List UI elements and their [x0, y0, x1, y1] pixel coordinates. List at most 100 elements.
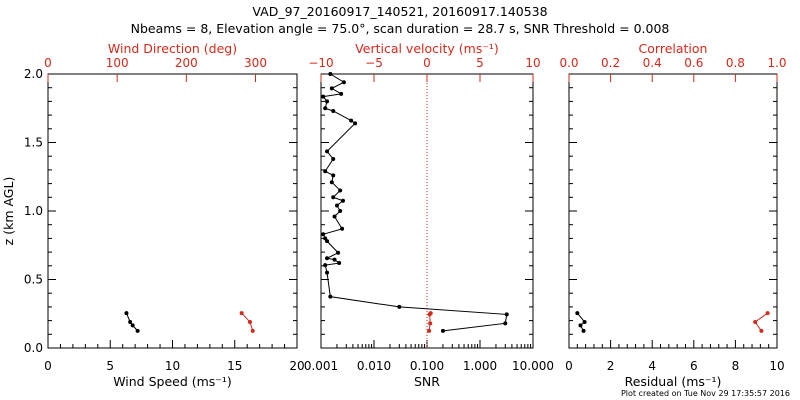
middle-series-0-point	[331, 195, 336, 200]
x-tick-label-bottom: 15	[227, 359, 242, 373]
middle-series-0-point	[338, 209, 343, 213]
middle-series-0-point	[329, 86, 334, 91]
y-tick-label: 1.0	[24, 204, 43, 218]
x-tick-label-top: −5	[365, 56, 383, 70]
middle-series-0-point	[340, 226, 345, 231]
x-tick-label-bottom: 0.100	[410, 359, 444, 373]
x-tick-label-bottom: 0.001	[304, 359, 338, 373]
left-series-0-point	[130, 323, 135, 328]
middle-series-0-point	[325, 256, 330, 261]
left-panel: 0.0 0.5 1.0 1.5 2.0 z (km AGL) 0 5 10 15 20 Wind Sp…	[1, 41, 305, 389]
middle-series-0-point	[325, 270, 330, 275]
x-tick-label-bottom: 6	[690, 359, 698, 373]
figure-title: VAD_97_20160917_140521, 20160917.140538	[252, 4, 547, 19]
middle-series-0-point	[329, 180, 334, 185]
plot-frame	[47, 73, 298, 349]
plot-frame	[568, 73, 778, 349]
x-tick-label-top: 0.4	[643, 56, 662, 70]
middle-series-0-point	[349, 118, 354, 123]
middle-series-0-point	[332, 257, 337, 262]
middle-series-1-point	[428, 311, 433, 316]
x-tick-label-top: 0.6	[684, 56, 703, 70]
right-series-0-line	[576, 312, 586, 332]
x-axis-label-top: Wind Direction (deg)	[108, 41, 237, 56]
x-axis-label-top: Correlation	[639, 41, 708, 56]
x-axis-label-bottom: SNR	[414, 374, 440, 389]
left-series-0-line	[125, 312, 139, 332]
middle-series-0-point	[397, 304, 402, 309]
x-tick-label-bottom: 0	[565, 359, 573, 373]
middle-series-0-point	[328, 294, 333, 299]
middle-series-0-point	[440, 328, 445, 333]
middle-series-0-point	[332, 214, 337, 219]
x-tick-label-top: 0.0	[559, 56, 578, 70]
middle-panel: 0.001 0.010 0.100 1.000 10.000 SNR −10 −5 0 5 10 Ve…	[304, 41, 554, 389]
plot-created-note: Plot created on Tue Nov 29 17:35:57 2016	[621, 389, 790, 398]
middle-series-0-point	[331, 156, 336, 161]
x-tick-label-bottom: 20	[289, 359, 304, 373]
middle-series-1-point	[428, 321, 433, 326]
left-series-1-point	[250, 328, 255, 333]
middle-series-0-point	[341, 80, 346, 85]
x-tick-label-top: 0	[423, 56, 431, 70]
x-axis-label-top: Vertical velocity (ms⁻¹)	[355, 41, 499, 56]
x-tick-label-bottom: 10	[769, 359, 784, 373]
x-tick-label-top: 200	[175, 56, 198, 70]
x-tick-label-top: 10	[525, 56, 540, 70]
middle-series-0-point	[325, 99, 330, 104]
x-tick-label-bottom: 5	[106, 359, 114, 373]
x-tick-label-bottom: 4	[648, 359, 656, 373]
x-tick-label-top: 300	[244, 56, 267, 70]
y-tick-label: 0.0	[24, 341, 43, 355]
middle-series-0-point	[340, 198, 345, 203]
middle-series-0-line	[322, 73, 508, 332]
middle-series-0-point	[328, 72, 333, 76]
right-series-1-point	[753, 319, 758, 324]
x-tick-label-bottom: 8	[732, 359, 740, 373]
middle-series-0-point	[323, 236, 328, 241]
middle-series-0-point	[353, 121, 358, 126]
middle-series-0-point	[337, 261, 342, 266]
left-series-0-point	[128, 319, 133, 324]
middle-series-0-point	[321, 232, 326, 237]
left-series-1-point	[239, 311, 244, 316]
x-tick-label-top: 0.8	[726, 56, 745, 70]
middle-series-0-point	[503, 321, 508, 326]
x-tick-label-top: 0	[44, 56, 52, 70]
x-axis-label-bottom: Residual (ms⁻¹)	[625, 374, 722, 389]
figure-subtitle: Nbeams = 8, Elevation angle = 75.0°, sca…	[131, 21, 670, 36]
middle-series-0-point	[323, 106, 328, 111]
x-tick-label-top: 100	[106, 56, 129, 70]
middle-series-0-point	[323, 263, 328, 268]
x-tick-label-bottom: 10.000	[512, 359, 554, 373]
middle-series-0-point	[339, 91, 344, 96]
right-series-0-point	[578, 323, 583, 328]
y-tick-label: 1.5	[24, 136, 43, 150]
right-series-0-point	[575, 311, 580, 316]
y-tick-label: 0.5	[24, 273, 43, 287]
x-axis-label-bottom: Wind Speed (ms⁻¹)	[113, 374, 232, 389]
middle-series-0-point	[338, 188, 343, 193]
middle-series-0-point	[323, 169, 328, 174]
x-tick-label-bottom: 0.010	[357, 359, 391, 373]
middle-series-0-point	[331, 108, 336, 113]
left-series-0-point	[135, 328, 140, 333]
middle-series-0-point	[321, 94, 326, 99]
middle-series-0-point	[325, 149, 330, 154]
x-tick-label-bottom: 0	[44, 359, 52, 373]
left-series-0-point	[124, 311, 129, 316]
plot-frame	[320, 73, 534, 349]
y-tick-label: 2.0	[24, 67, 43, 81]
middle-series-0-point	[331, 173, 336, 178]
x-tick-label-top: 1.0	[767, 56, 786, 70]
right-series-1-point	[765, 311, 770, 316]
middle-series-0-point	[334, 203, 339, 208]
x-tick-label-bottom: 10	[165, 359, 180, 373]
x-tick-label-top: 5	[476, 56, 484, 70]
y-axis-label: z (km AGL)	[1, 177, 16, 246]
x-tick-label-bottom: 1.000	[463, 359, 497, 373]
left-series-1-point	[247, 319, 252, 324]
right-series-1-point	[759, 328, 764, 333]
middle-series-1-point	[427, 328, 432, 333]
